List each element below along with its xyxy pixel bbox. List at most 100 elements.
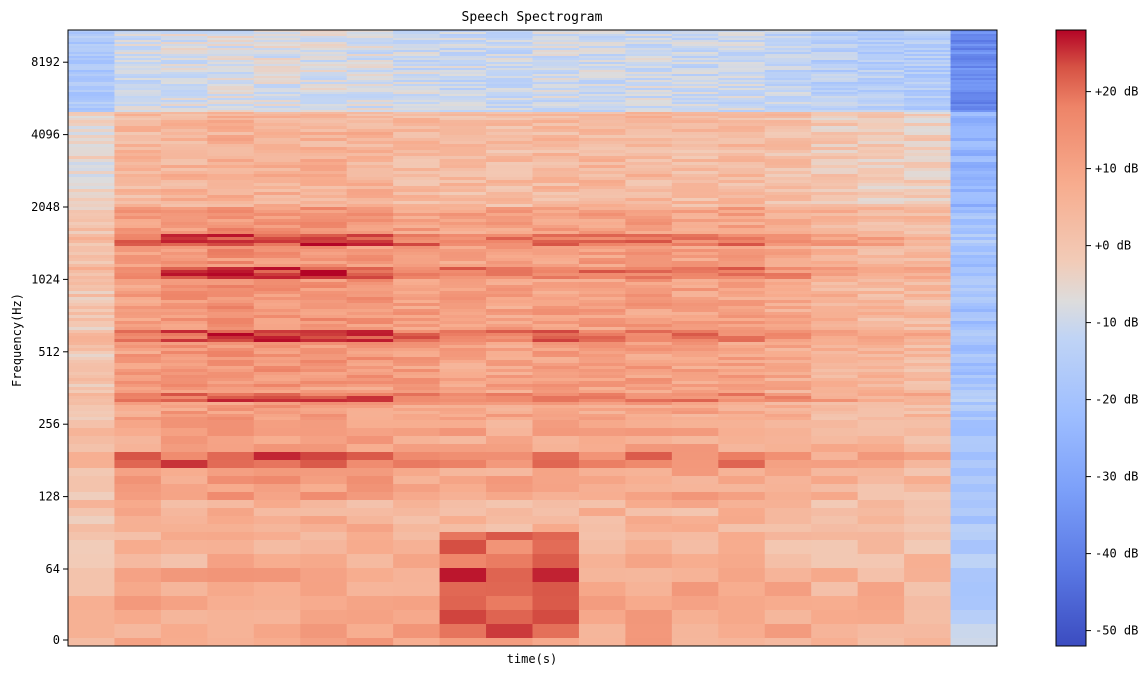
heatmap-cell	[671, 198, 719, 202]
heatmap-cell	[207, 366, 255, 370]
heatmap-cell	[625, 104, 673, 107]
heatmap-cell	[114, 345, 162, 349]
heatmap-cell	[904, 524, 952, 533]
heatmap-cell	[625, 624, 673, 639]
heatmap-cell	[439, 372, 487, 376]
heatmap-cell	[300, 88, 348, 91]
heatmap-cell	[532, 303, 580, 307]
heatmap-cell	[393, 52, 441, 55]
heatmap-cell	[532, 309, 580, 313]
heatmap-cell	[207, 270, 255, 274]
heatmap-cell	[486, 68, 534, 71]
heatmap-cell	[486, 177, 534, 181]
heatmap-cell	[811, 524, 859, 533]
heatmap-cell	[160, 210, 208, 214]
heatmap-cell	[857, 110, 905, 113]
heatmap-cell	[764, 168, 812, 172]
heatmap-cell	[486, 396, 534, 400]
heatmap-cell	[393, 524, 441, 533]
heatmap-cell	[253, 610, 301, 625]
heatmap-cell	[114, 294, 162, 298]
heatmap-cell	[764, 126, 812, 130]
heatmap-cell	[625, 294, 673, 298]
heatmap-cell	[346, 186, 394, 190]
heatmap-cell	[160, 312, 208, 316]
heatmap-cell	[578, 484, 626, 493]
heatmap-cell	[857, 276, 905, 280]
heatmap-cell	[625, 288, 673, 292]
heatmap-cell	[393, 282, 441, 286]
heatmap-cell	[346, 255, 394, 259]
heatmap-cell	[764, 243, 812, 247]
heatmap-cell	[671, 291, 719, 295]
heatmap-cell	[439, 216, 487, 220]
heatmap-cell	[532, 210, 580, 214]
heatmap-cell	[486, 405, 534, 409]
heatmap-cell	[532, 243, 580, 247]
heatmap-cell	[811, 153, 859, 157]
heatmap-cell	[68, 120, 116, 124]
heatmap-cell	[207, 428, 255, 437]
heatmap-cell	[114, 74, 162, 77]
heatmap-cell	[253, 532, 301, 541]
heatmap-cell	[811, 638, 859, 646]
heatmap-cell	[207, 345, 255, 349]
heatmap-cell	[486, 147, 534, 151]
heatmap-cell	[346, 112, 394, 115]
heatmap-cell	[811, 318, 859, 322]
heatmap-cell	[300, 222, 348, 226]
heatmap-cell	[950, 82, 997, 85]
heatmap-cell	[68, 64, 116, 67]
heatmap-cell	[857, 171, 905, 175]
heatmap-cell	[578, 240, 626, 244]
heatmap-cell	[253, 62, 301, 65]
heatmap-cell	[207, 177, 255, 181]
heatmap-cell	[718, 58, 766, 61]
heatmap-cell	[671, 112, 719, 115]
heatmap-cell	[253, 408, 301, 412]
heatmap-cell	[160, 360, 208, 364]
heatmap-cell	[486, 30, 534, 33]
heatmap-cell	[811, 56, 859, 59]
heatmap-cell	[532, 213, 580, 217]
heatmap-cell	[253, 342, 301, 346]
heatmap-cell	[950, 372, 997, 376]
heatmap-cell	[114, 596, 162, 611]
heatmap-cell	[578, 198, 626, 202]
heatmap-cell	[207, 243, 255, 247]
heatmap-cell	[346, 273, 394, 277]
heatmap-cell	[160, 72, 208, 75]
heatmap-cell	[671, 153, 719, 157]
heatmap-cell	[346, 32, 394, 35]
heatmap-cell	[811, 436, 859, 445]
heatmap-cell	[300, 100, 348, 103]
heatmap-cell	[904, 135, 952, 139]
heatmap-cell	[207, 74, 255, 77]
heatmap-cell	[439, 393, 487, 397]
heatmap-cell	[68, 405, 116, 409]
heatmap-cell	[532, 84, 580, 87]
heatmap-cell	[160, 78, 208, 81]
heatmap-cell	[764, 70, 812, 73]
heatmap-cell	[68, 375, 116, 379]
heatmap-cell	[486, 96, 534, 99]
heatmap-cell	[811, 52, 859, 55]
heatmap-cell	[300, 38, 348, 41]
heatmap-cell	[950, 150, 997, 154]
heatmap-cell	[625, 366, 673, 370]
heatmap-cell	[904, 516, 952, 525]
heatmap-cell	[671, 36, 719, 39]
heatmap-cell	[718, 276, 766, 280]
heatmap-cell	[486, 50, 534, 53]
heatmap-cell	[393, 234, 441, 238]
heatmap-cell	[578, 428, 626, 437]
heatmap-cell	[68, 84, 116, 87]
heatmap-cell	[253, 120, 301, 124]
heatmap-cell	[671, 108, 719, 111]
heatmap-cell	[578, 270, 626, 274]
heatmap-cell	[625, 66, 673, 69]
heatmap-cell	[207, 201, 255, 205]
heatmap-cell	[578, 351, 626, 355]
heatmap-cell	[346, 201, 394, 205]
heatmap-cell	[207, 144, 255, 148]
